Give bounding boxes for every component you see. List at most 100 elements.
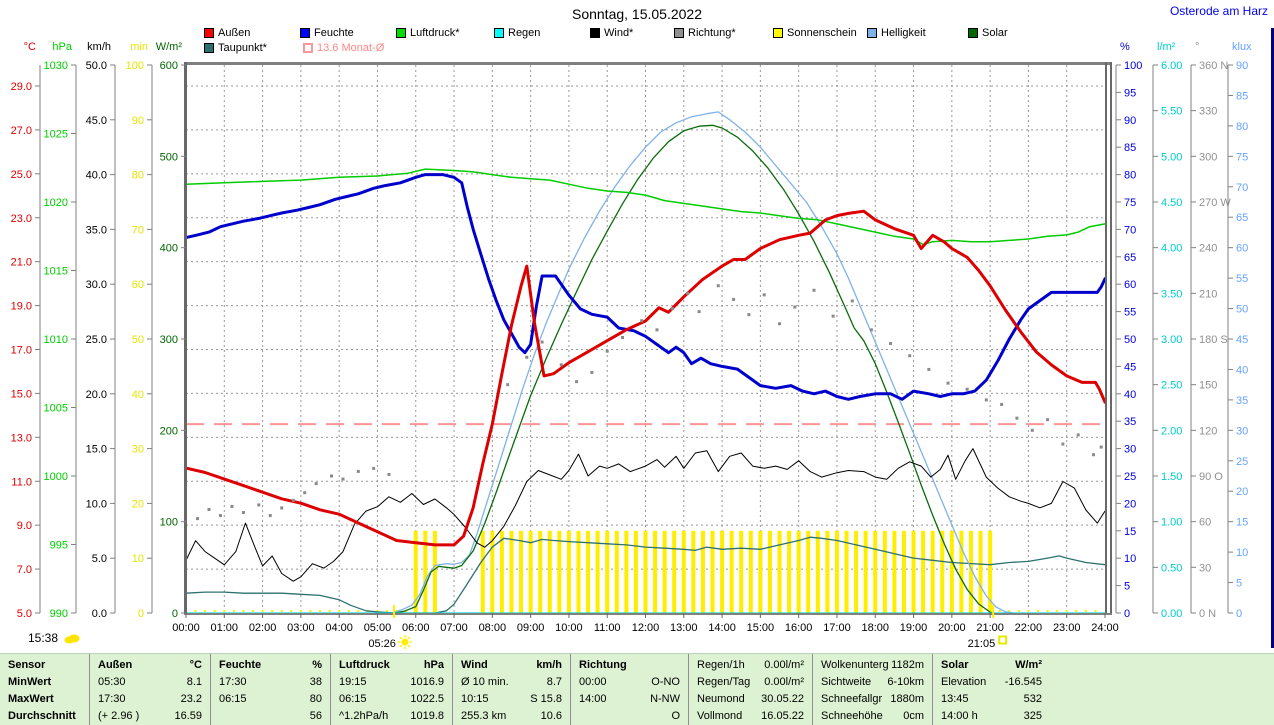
- axis-ticklabel-pct: 100: [1124, 60, 1142, 72]
- sunshine-zero-mark: [1065, 610, 1068, 612]
- sunshine-zero-mark: [1046, 610, 1049, 612]
- axis-ticklabel-temp: 11.0: [11, 476, 32, 488]
- sunshine-bar: [777, 530, 782, 613]
- richtung-dot: [330, 474, 334, 478]
- sunshine-bar: [509, 530, 514, 613]
- table-cell-label: 17:30: [219, 676, 247, 688]
- sunshine-bar: [882, 530, 887, 613]
- legend-item-feuchte: Feuchte: [300, 27, 354, 39]
- richtung-dot: [590, 370, 594, 374]
- axis-ticklabel-pct: 85: [1124, 142, 1136, 154]
- x-axis-label: 17:00: [823, 622, 851, 634]
- sunshine-zero-mark: [271, 610, 274, 612]
- table-cell-label: Wolkenunterg: [821, 659, 889, 671]
- richtung-dot: [575, 380, 579, 384]
- x-axis-label: 05:00: [364, 622, 392, 634]
- axis-ticklabel-kmh: 20.0: [86, 389, 107, 401]
- axis-ticklabel-lm2: 4.00: [1161, 243, 1182, 255]
- table-cell-label: 13:45: [941, 693, 969, 705]
- table-column-feuchte: Feuchte% 17:30 38 06:15 80 56: [210, 654, 330, 725]
- table-cell-label: Ø 10 min.: [461, 676, 509, 688]
- table-cell-value: hPa: [423, 659, 444, 671]
- table-cell-label: 19:15: [339, 676, 367, 688]
- x-axis-label: 24:00: [1091, 622, 1119, 634]
- richtung-dot: [869, 328, 873, 332]
- richtung-dot: [314, 482, 318, 486]
- sunshine-bar: [825, 530, 830, 613]
- sunshine-zero-mark: [328, 610, 331, 612]
- sunshine-bar: [796, 530, 801, 613]
- axis-title-kmh: km/h: [87, 41, 111, 53]
- axis-ticklabel-kmh: 5.0: [92, 553, 107, 565]
- table-cell-value: 16.59: [174, 710, 202, 722]
- weather-chart-canvas[interactable]: 5.0 7.0 9.0 11.0 13.0 15.0 17.0 19.0 21.0 23.0 25.…: [0, 0, 1274, 652]
- sunshine-zero-mark: [242, 610, 245, 612]
- axis-ticklabel-deg: 60: [1199, 517, 1211, 529]
- x-axis-label: 21:00: [976, 622, 1004, 634]
- table-cell-value: 0.00l/m²: [764, 676, 804, 688]
- axis-ticklabel-deg: 330: [1199, 106, 1217, 118]
- legend-swatch-richtung: [674, 28, 684, 38]
- richtung-dot: [686, 291, 690, 295]
- sunshine-bar: [930, 530, 935, 613]
- cloud-icon: [64, 634, 80, 644]
- axis-ticklabel-klux: 75: [1236, 151, 1248, 163]
- axis-ticklabel-lm2: 3.50: [1161, 288, 1182, 300]
- x-axis-label: 07:00: [440, 622, 468, 634]
- axis-ticklabel-lm2: 0.50: [1161, 562, 1182, 574]
- x-axis-label: 09:00: [517, 622, 545, 634]
- axis-ticklabel-klux: 50: [1236, 304, 1248, 316]
- x-axis-label: 00:00: [172, 622, 200, 634]
- richtung-dot: [356, 469, 360, 473]
- x-axis-label: 11:00: [594, 622, 621, 634]
- table-cell-value: 325: [1023, 710, 1042, 722]
- table-cell-value: O-NO: [651, 676, 680, 688]
- sunshine-bar: [432, 530, 437, 613]
- sunshine-bar: [662, 530, 667, 613]
- axis-ticklabel-minute: 60: [132, 279, 144, 291]
- axis-title-lm2: l/m²: [1157, 41, 1176, 53]
- sunshine-bar: [499, 530, 504, 613]
- sunshine-zero-mark: [299, 610, 302, 612]
- richtung-dot: [762, 293, 766, 297]
- legend-swatch-wind: [590, 28, 600, 38]
- sunshine-zero-mark: [319, 610, 322, 612]
- sunshine-bar: [758, 530, 763, 613]
- table-cell-value: km/h: [536, 659, 562, 671]
- axis-ticklabel-temp: 17.0: [11, 345, 32, 357]
- axis-ticklabel-deg: 300: [1199, 151, 1217, 163]
- sunshine-bar: [633, 530, 638, 613]
- table-cell-label: Elevation: [941, 676, 987, 688]
- axis-ticklabel-minute: 30: [132, 444, 144, 456]
- x-axis-label: 22:00: [1015, 622, 1043, 634]
- table-cell-label: 00:00: [579, 676, 607, 688]
- axis-ticklabel-kmh: 40.0: [86, 170, 107, 182]
- legend-swatch-regen: [494, 28, 504, 38]
- legend-label-sonnenschein: Sonnenschein: [787, 27, 857, 39]
- axis-ticklabel-temp: 29.0: [11, 81, 32, 93]
- axis-ticklabel-minute: 50: [132, 334, 144, 346]
- sunshine-zero-mark: [194, 610, 197, 612]
- sunshine-zero-mark: [1056, 610, 1059, 612]
- richtung-dot: [670, 307, 674, 311]
- axis-ticklabel-hpa: 1000: [44, 471, 68, 483]
- axis-ticklabel-deg: 150: [1199, 380, 1217, 392]
- axis-ticklabel-hpa: 1025: [44, 129, 68, 141]
- legend-label-helligkeit: Helligkeit: [881, 27, 926, 39]
- axis-ticklabel-pct: 15: [1124, 526, 1136, 538]
- axis-ticklabel-klux: 70: [1236, 182, 1248, 194]
- table-cell-label: Außen: [98, 659, 133, 671]
- sunshine-zero-mark: [386, 610, 389, 612]
- table-column-sensor: Sensor MinWert MaxWert Durchschnitt: [0, 654, 89, 725]
- richtung-dot: [1015, 416, 1019, 420]
- sunshine-bar: [863, 530, 868, 613]
- axis-ticklabel-pct: 55: [1124, 307, 1136, 319]
- axis-title-pct: %: [1120, 41, 1130, 53]
- sunshine-zero-mark: [223, 610, 226, 612]
- table-cell-value: S 15.8: [530, 693, 562, 705]
- richtung-dot: [908, 354, 912, 358]
- richtung-dot: [372, 466, 376, 470]
- x-axis-label: 10:00: [555, 622, 583, 634]
- sunshine-zero-mark: [261, 610, 264, 612]
- table-cell-label: 05:30: [98, 676, 126, 688]
